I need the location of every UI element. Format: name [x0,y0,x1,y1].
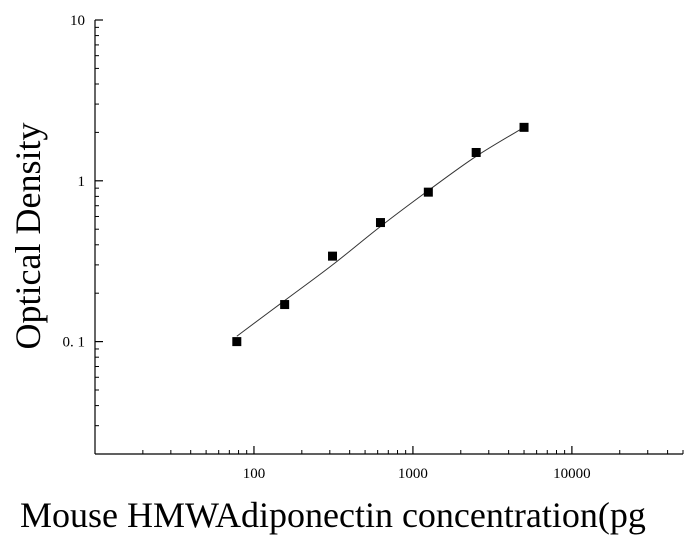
data-point [280,300,290,310]
y-tick-label: 0. 1 [63,335,86,351]
data-point [328,251,338,261]
fit-curve [236,126,525,337]
axes [94,20,683,455]
ticks: 0. 1 1 10 100 1000 10000 [63,13,684,482]
fit-curve-layer [236,126,525,337]
data-point [519,122,529,132]
data-point [375,218,385,228]
data-point [423,187,433,197]
x-axis-title: Mouse HMWAdiponectin concentration(pg [20,495,646,535]
data-point [471,147,481,157]
data-point [232,337,242,347]
y-tick-label: 10 [70,13,85,29]
y-tick-label: 1 [78,174,86,190]
y-axis-title: Optical Density [8,123,48,350]
x-tick-label: 10000 [553,466,591,482]
data-points [232,122,529,347]
x-tick-label: 1000 [398,466,428,482]
x-tick-label: 100 [243,466,266,482]
